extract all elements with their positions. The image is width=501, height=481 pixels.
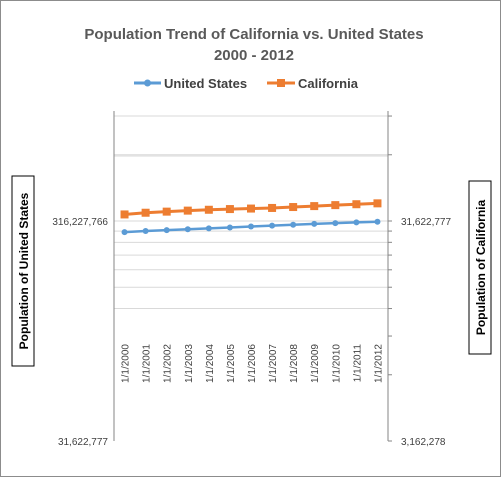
- data-point-california: [310, 202, 319, 211]
- left-axis-tick-labels: 31,622,777 316,227,766: [52, 217, 108, 448]
- data-point-california: [373, 199, 382, 208]
- x-tick-label: 1/1/2002: [163, 344, 174, 383]
- data-point-united-states: [353, 219, 360, 226]
- left-axis-tick-label: 316,227,766: [52, 217, 108, 228]
- left-axis-title-box: Population of United States: [11, 175, 35, 367]
- x-tick-label: 1/1/2012: [373, 344, 384, 383]
- data-point-california: [120, 210, 129, 219]
- x-tick-label: 1/1/2006: [247, 344, 258, 383]
- x-tick-label: 1/1/2003: [184, 344, 195, 383]
- right-axis-title-border: [468, 180, 492, 355]
- data-point-california: [247, 204, 255, 213]
- data-point-california: [225, 205, 234, 214]
- legend-label-california: California: [298, 76, 359, 91]
- x-tick-label: 1/1/2011: [352, 344, 363, 383]
- series-layer: [120, 199, 382, 236]
- x-tick-label: 1/1/2004: [205, 344, 216, 383]
- data-point-united-states: [205, 225, 212, 232]
- data-point-california: [289, 203, 298, 212]
- data-point-united-states: [184, 226, 191, 233]
- data-point-california: [141, 208, 150, 217]
- gridlines: [114, 115, 388, 310]
- x-tick-label: 1/1/2008: [289, 344, 300, 383]
- data-point-united-states: [226, 224, 233, 231]
- right-axis-ticks: [388, 115, 392, 442]
- x-tick-label: 1/1/2010: [331, 344, 342, 383]
- x-tick-label: 1/1/2005: [226, 344, 237, 383]
- data-point-united-states: [311, 220, 318, 227]
- left-axis-title: Population of United States: [17, 192, 31, 349]
- right-axis-tick-label: 3,162,278: [401, 437, 446, 448]
- data-point-united-states: [290, 221, 297, 228]
- data-point-california: [352, 200, 361, 209]
- right-axis-tick-label: 31,622,777: [401, 217, 451, 228]
- x-tick-label: 1/1/2000: [121, 344, 132, 383]
- data-point-california: [183, 206, 192, 215]
- right-axis-tick-labels: 3,162,278 31,622,777: [401, 217, 451, 448]
- legend-label-united-states: United States: [164, 76, 247, 91]
- right-axis-title-box: Population of California: [468, 180, 492, 355]
- x-tick-label: 1/1/2009: [310, 344, 321, 383]
- data-point-california: [268, 203, 277, 212]
- legend-swatch-california-marker: [277, 79, 285, 87]
- data-point-california: [204, 205, 213, 214]
- data-point-united-states: [374, 218, 381, 225]
- chart-subtitle: 2000 - 2012: [214, 47, 294, 64]
- right-axis-title: Population of California: [474, 200, 488, 336]
- chart-title: Population Trend of California vs. Unite…: [84, 26, 423, 43]
- left-axis-title-border: [11, 175, 35, 367]
- data-point-united-states: [269, 222, 276, 229]
- legend: United States California: [134, 76, 359, 91]
- x-tick-label: 1/1/2007: [268, 344, 279, 383]
- legend-swatch-united-states-marker: [144, 79, 151, 87]
- data-point-united-states: [248, 223, 254, 230]
- left-axis-tick-label: 31,622,777: [58, 437, 108, 448]
- data-point-united-states: [332, 220, 339, 227]
- data-point-united-states: [163, 227, 170, 234]
- data-point-california: [162, 207, 171, 216]
- x-axis-tick-labels: 1/1/2000 1/1/2001 1/1/2002 1/1/2003 1/1/2004…: [121, 344, 385, 383]
- data-point-california: [331, 201, 340, 210]
- data-point-united-states: [121, 229, 128, 236]
- x-tick-label: 1/1/2001: [142, 344, 153, 383]
- data-point-united-states: [142, 227, 149, 234]
